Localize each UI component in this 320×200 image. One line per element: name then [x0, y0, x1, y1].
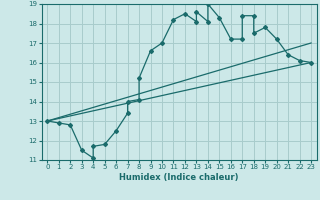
X-axis label: Humidex (Indice chaleur): Humidex (Indice chaleur)	[119, 173, 239, 182]
